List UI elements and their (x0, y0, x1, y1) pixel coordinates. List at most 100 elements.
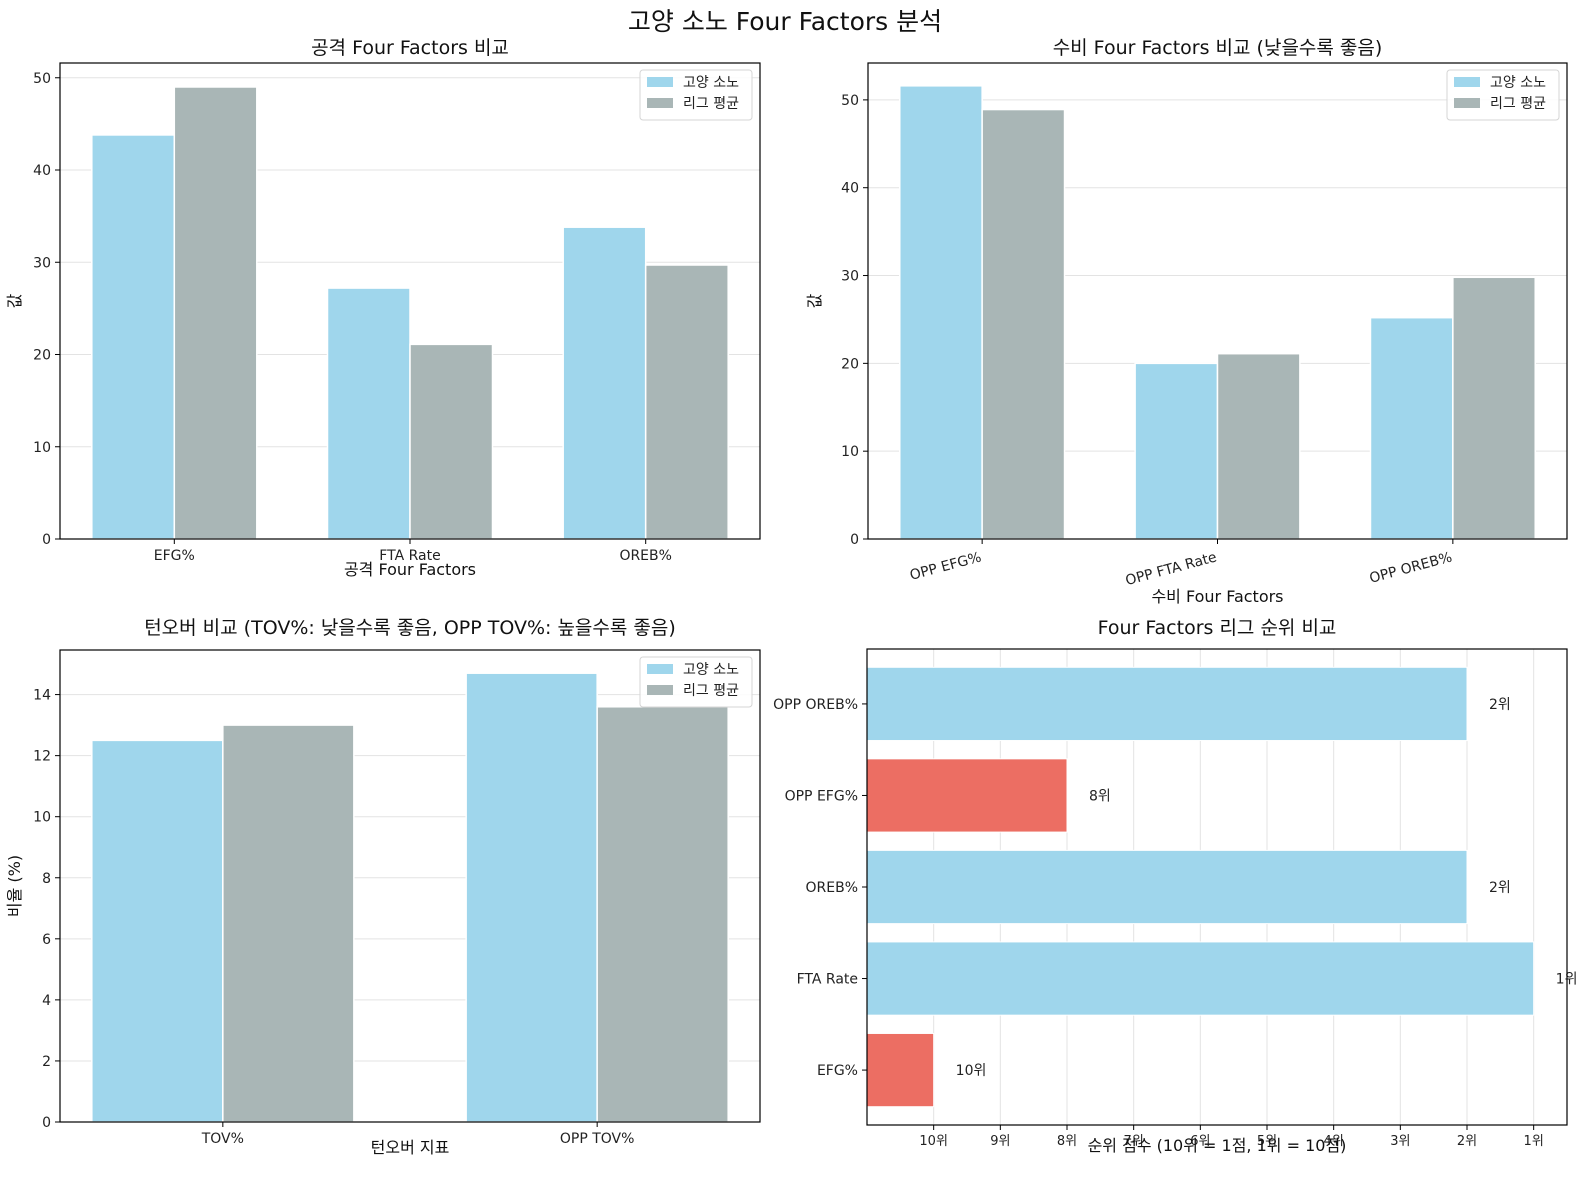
chart-title: 턴오버 비교 (TOV%: 낮을수록 좋음, OPP TOV%: 높을수록 좋음… (144, 617, 676, 639)
bar-league (596, 706, 729, 1123)
y-tick-label: 40 (33, 163, 51, 179)
x-tick-label: 4위 (1324, 1134, 1344, 1149)
bar-league (1452, 276, 1536, 540)
rank-chart: 10위 1위 2위 8위 2위 EFG% FTA Rate OREB% OPP EFG% OPP … (773, 617, 1577, 1155)
bar-league (222, 724, 355, 1123)
legend-label: 고양 소노 (683, 75, 739, 91)
rank-bar (866, 666, 1468, 742)
y-tick-label: 10 (33, 810, 51, 826)
bar-league (644, 264, 729, 540)
x-tick-label: FTA Rate (379, 548, 440, 564)
x-tick-label: OPP EFG% (908, 549, 983, 583)
x-tick-label: OPP TOV% (560, 1131, 635, 1147)
rank-bar (866, 758, 1068, 833)
y-tick-label: FTA Rate (797, 972, 858, 988)
chart-title: Four Factors 리그 순위 비교 (1098, 617, 1337, 639)
y-tick-label: 0 (42, 532, 51, 548)
y-tick-label: 30 (33, 255, 51, 271)
legend-label: 리그 평균 (683, 96, 739, 112)
y-tick-label: 40 (841, 181, 859, 197)
x-axis-label: 턴오버 지표 (371, 1138, 450, 1157)
legend-swatch-league (1454, 98, 1480, 108)
x-tick-label: 9위 (990, 1134, 1010, 1149)
bar-league (981, 108, 1066, 540)
x-tick-label: OREB% (619, 548, 672, 564)
offense-chart: 0 10 20 30 40 50 EFG% FTA Rate OREB% 공격 Four Fact… (5, 37, 761, 579)
y-tick-label: 8 (42, 871, 51, 887)
rank-bar (866, 941, 1535, 1016)
bar-team (1369, 316, 1454, 540)
x-tick-label: OPP FTA Rate (1124, 549, 1219, 589)
legend-label: 리그 평균 (1490, 96, 1546, 112)
bar-team (326, 287, 411, 540)
bar-league (1216, 352, 1301, 540)
y-tick-label: 10 (33, 440, 51, 456)
y-tick-label: 20 (33, 348, 51, 364)
y-tick-label: 50 (841, 93, 859, 109)
y-axis-label: 비율 (%) (5, 855, 24, 917)
bar-team (899, 85, 983, 540)
y-tick-label: 0 (850, 532, 859, 548)
x-axis-label: 공격 Four Factors (344, 560, 476, 579)
y-tick-label: OPP OREB% (773, 697, 858, 713)
legend-swatch-team (647, 664, 673, 674)
y-tick-label: 2 (42, 1054, 51, 1070)
bar-team (91, 739, 224, 1123)
rank-bar-label: 10위 (956, 1063, 987, 1079)
x-tick-label: 6위 (1190, 1134, 1210, 1149)
legend-swatch-league (647, 685, 673, 695)
rank-bar (866, 1032, 935, 1108)
y-tick-label: 10 (841, 444, 859, 460)
y-tick-label: OREB% (806, 880, 859, 896)
rank-bar-label: 2위 (1489, 697, 1511, 713)
x-tick-label: OPP OREB% (1368, 549, 1454, 586)
legend-swatch-league (647, 98, 673, 108)
y-tick-label: 0 (42, 1115, 51, 1131)
figure-suptitle: 고양 소노 Four Factors 분석 (628, 7, 942, 36)
rank-bar-label: 2위 (1489, 880, 1511, 896)
y-tick-label: EFG% (817, 1063, 858, 1079)
y-tick-label: 14 (33, 688, 51, 704)
x-axis-label: 순위 점수 (10위 = 1점, 1위 = 10점) (1088, 1136, 1347, 1155)
x-tick-label: EFG% (154, 548, 195, 564)
bar-team (465, 672, 598, 1123)
x-tick-label: 3위 (1390, 1134, 1410, 1149)
x-tick-label: TOV% (201, 1131, 244, 1147)
x-tick-label: 5위 (1257, 1134, 1277, 1149)
y-axis-label: 값 (5, 293, 24, 308)
x-tick-label: 1위 (1524, 1134, 1544, 1149)
bar-team (91, 134, 176, 540)
chart-title: 공격 Four Factors 비교 (311, 37, 509, 59)
bar-team (562, 226, 647, 540)
x-tick-label: 7위 (1124, 1134, 1144, 1149)
y-tick-label: 6 (42, 932, 51, 948)
bar-league (173, 86, 258, 540)
x-tick-label: 10위 (919, 1134, 948, 1149)
x-tick-label: 8위 (1057, 1134, 1077, 1149)
defense-chart: 0 10 20 30 40 50 OPP EFG% OPP FTA Rate OPP OREB%… (805, 37, 1568, 606)
y-tick-label: 12 (33, 749, 51, 765)
x-tick-label: 2위 (1457, 1134, 1477, 1149)
bar-team (1134, 362, 1219, 540)
bar-league (409, 343, 494, 540)
y-tick-label: 30 (841, 269, 859, 285)
y-axis-label: 값 (805, 293, 824, 308)
y-tick-label: 50 (33, 71, 51, 87)
chart-title: 수비 Four Factors 비교 (낮을수록 좋음) (1053, 37, 1383, 59)
y-tick-label: 4 (42, 993, 51, 1009)
legend-label: 리그 평균 (683, 683, 739, 699)
x-axis-label: 수비 Four Factors (1151, 587, 1283, 606)
turnover-chart: 0 2 4 6 8 10 12 14 TOV% OPP TOV% 턴오버 비교 (TOV%: 낮을수… (5, 617, 761, 1157)
rank-bar-label: 8위 (1089, 788, 1111, 804)
rank-bar (866, 849, 1468, 925)
y-tick-label: 20 (841, 356, 859, 372)
y-tick-label: OPP EFG% (785, 788, 858, 804)
legend-label: 고양 소노 (683, 662, 739, 678)
legend-swatch-team (647, 77, 673, 87)
legend-swatch-team (1454, 77, 1480, 87)
axes-frame (59, 649, 761, 1123)
